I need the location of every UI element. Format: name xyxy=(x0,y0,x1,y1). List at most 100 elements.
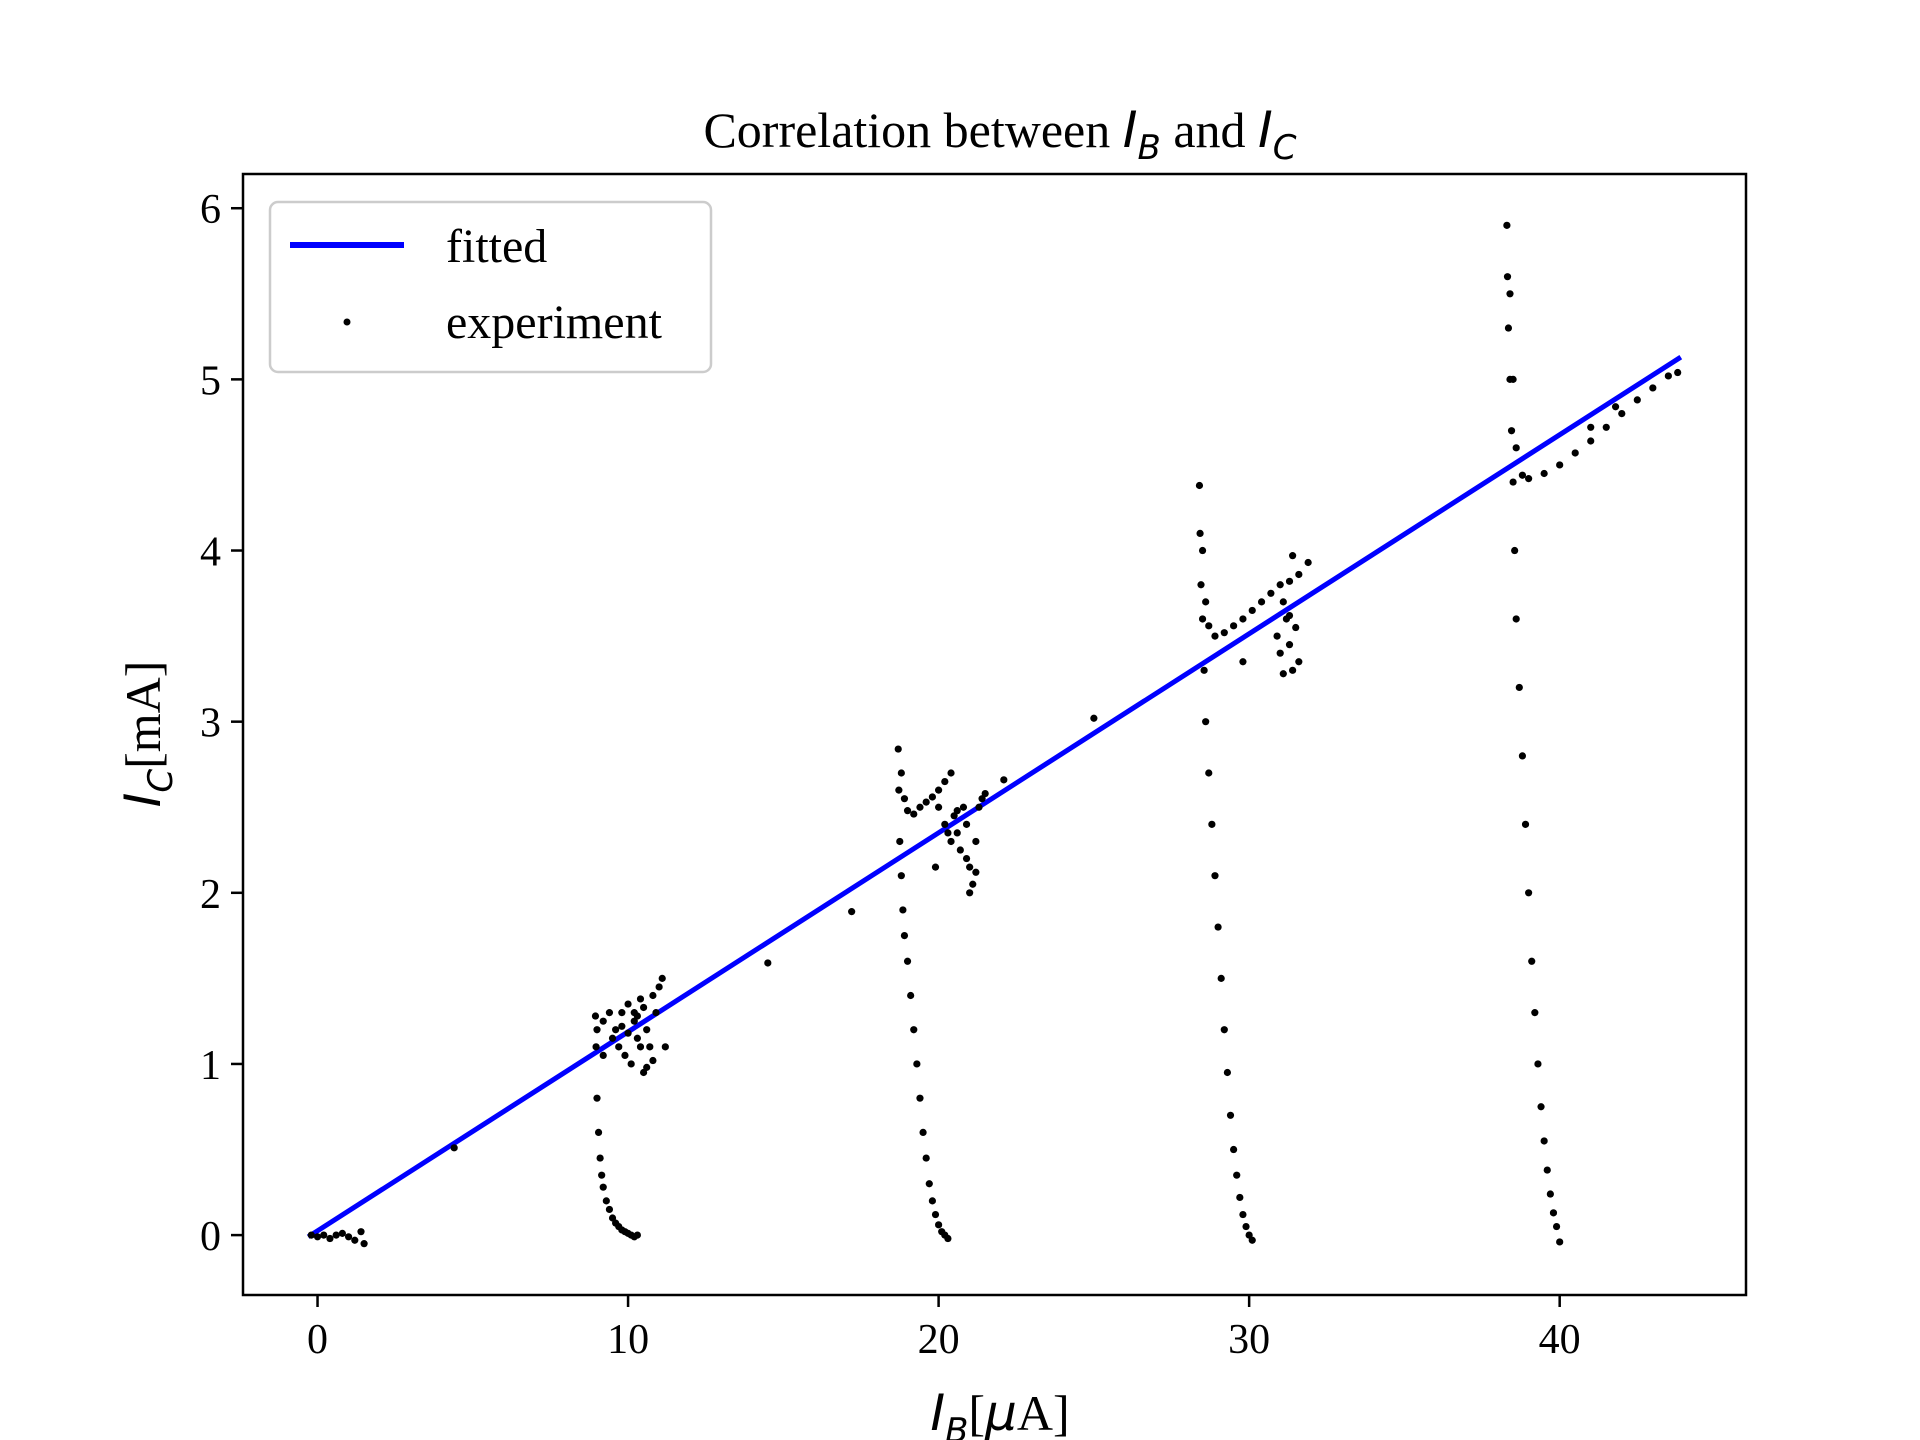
experiment-point xyxy=(1285,611,1294,620)
experiment-point xyxy=(633,1231,641,1239)
experiment-point xyxy=(897,769,905,777)
experiment-point xyxy=(1217,974,1225,982)
experiment-point xyxy=(907,991,915,1000)
experiment-point xyxy=(1248,606,1256,615)
chart-title-var2: I xyxy=(1258,101,1273,159)
experiment-point xyxy=(910,810,918,818)
experiment-point xyxy=(618,1009,626,1017)
experiment-point xyxy=(1507,427,1516,435)
x-tick-label: 0 xyxy=(307,1317,328,1363)
experiment-point xyxy=(1000,776,1008,784)
experiment-point xyxy=(1208,820,1216,828)
y-tick-label: 3 xyxy=(200,701,221,747)
experiment-point xyxy=(969,880,977,888)
experiment-point xyxy=(1611,403,1620,411)
experiment-point xyxy=(897,872,905,880)
experiment-point xyxy=(594,1128,603,1137)
experiment-point xyxy=(1202,718,1210,726)
experiment-point xyxy=(618,1022,626,1030)
experiment-point xyxy=(1556,461,1564,469)
y-axis-label-unit: [mA] xyxy=(115,661,171,769)
y-axis-label: IC[mA] xyxy=(114,661,181,808)
experiment-point xyxy=(351,1236,359,1244)
experiment-point xyxy=(1618,410,1626,418)
experiment-point xyxy=(636,1043,645,1051)
experiment-point xyxy=(928,793,936,801)
experiment-point xyxy=(1239,658,1247,666)
experiment-point xyxy=(639,1003,648,1012)
experiment-point xyxy=(1285,577,1294,585)
experiment-point xyxy=(941,820,949,828)
experiment-point xyxy=(900,795,909,803)
experiment-point xyxy=(1205,622,1213,630)
experiment-point xyxy=(903,957,912,965)
experiment-point xyxy=(643,1063,651,1071)
experiment-point xyxy=(357,1228,365,1236)
experiment-point xyxy=(1512,615,1520,623)
experiment-point xyxy=(602,1197,610,1205)
experiment-point xyxy=(1200,666,1208,674)
experiment-point xyxy=(962,820,971,828)
experiment-point xyxy=(925,1180,933,1188)
experiment-point xyxy=(1230,1145,1238,1154)
experiment-point xyxy=(1239,1210,1247,1219)
experiment-point xyxy=(903,807,912,815)
experiment-point xyxy=(313,1233,322,1241)
experiment-point xyxy=(592,1043,600,1051)
experiment-point xyxy=(935,786,943,794)
experiment-point xyxy=(1503,273,1512,281)
experiment-point xyxy=(661,1043,669,1051)
experiment-point xyxy=(1521,820,1530,828)
experiment-point xyxy=(643,1026,651,1034)
y-tick-label: 5 xyxy=(200,358,221,404)
experiment-point xyxy=(1257,598,1266,606)
experiment-point xyxy=(1633,396,1641,404)
experiment-point xyxy=(591,1012,600,1020)
experiment-point xyxy=(1202,598,1210,606)
experiment-point xyxy=(608,1034,617,1042)
y-axis-label-sub: C xyxy=(141,769,181,793)
experiment-point xyxy=(621,1051,629,1059)
experiment-point xyxy=(599,1183,607,1191)
experiment-point xyxy=(1292,623,1300,632)
x-axis-label-mu: μ xyxy=(984,1384,1017,1440)
y-axis-label-var: I xyxy=(114,793,172,808)
experiment-point xyxy=(944,1234,952,1243)
experiment-point xyxy=(1531,1009,1539,1017)
experiment-point xyxy=(1518,471,1527,479)
chart-title: Correlation between IB and IC xyxy=(703,101,1296,168)
plot-area xyxy=(306,221,1683,1248)
experiment-point xyxy=(1276,581,1284,589)
experiment-point xyxy=(1267,589,1275,597)
experiment-point xyxy=(605,1205,614,1214)
y-tick-label: 0 xyxy=(200,1214,221,1260)
experiment-point xyxy=(1518,752,1527,760)
x-tick-label: 40 xyxy=(1539,1317,1581,1363)
experiment-point xyxy=(1295,658,1303,666)
experiment-point xyxy=(1205,769,1213,777)
experiment-point xyxy=(916,803,924,811)
experiment-point xyxy=(848,908,856,916)
experiment-point xyxy=(913,1060,921,1068)
experiment-point xyxy=(1587,437,1595,445)
experiment-point xyxy=(1239,615,1247,623)
experiment-point xyxy=(962,854,971,863)
experiment-point xyxy=(953,829,961,837)
experiment-point xyxy=(649,1056,657,1065)
experiment-point xyxy=(1198,615,1207,623)
experiment-point xyxy=(1195,481,1204,490)
experiment-point xyxy=(1528,957,1536,965)
experiment-point xyxy=(922,1154,930,1162)
experiment-point xyxy=(1534,1060,1542,1068)
experiment-point xyxy=(1571,449,1579,457)
experiment-point xyxy=(966,863,974,871)
experiment-point xyxy=(1248,1236,1256,1244)
legend-experiment-label: experiment xyxy=(446,296,663,349)
experiment-point xyxy=(941,777,949,786)
x-axis-label-sub: B xyxy=(945,1411,968,1440)
experiment-point xyxy=(627,1060,635,1068)
y-tick-label: 4 xyxy=(200,530,221,576)
x-axis-label: IB[μA] xyxy=(930,1384,1069,1440)
experiment-point xyxy=(596,1154,604,1162)
experiment-point xyxy=(1226,1111,1235,1119)
